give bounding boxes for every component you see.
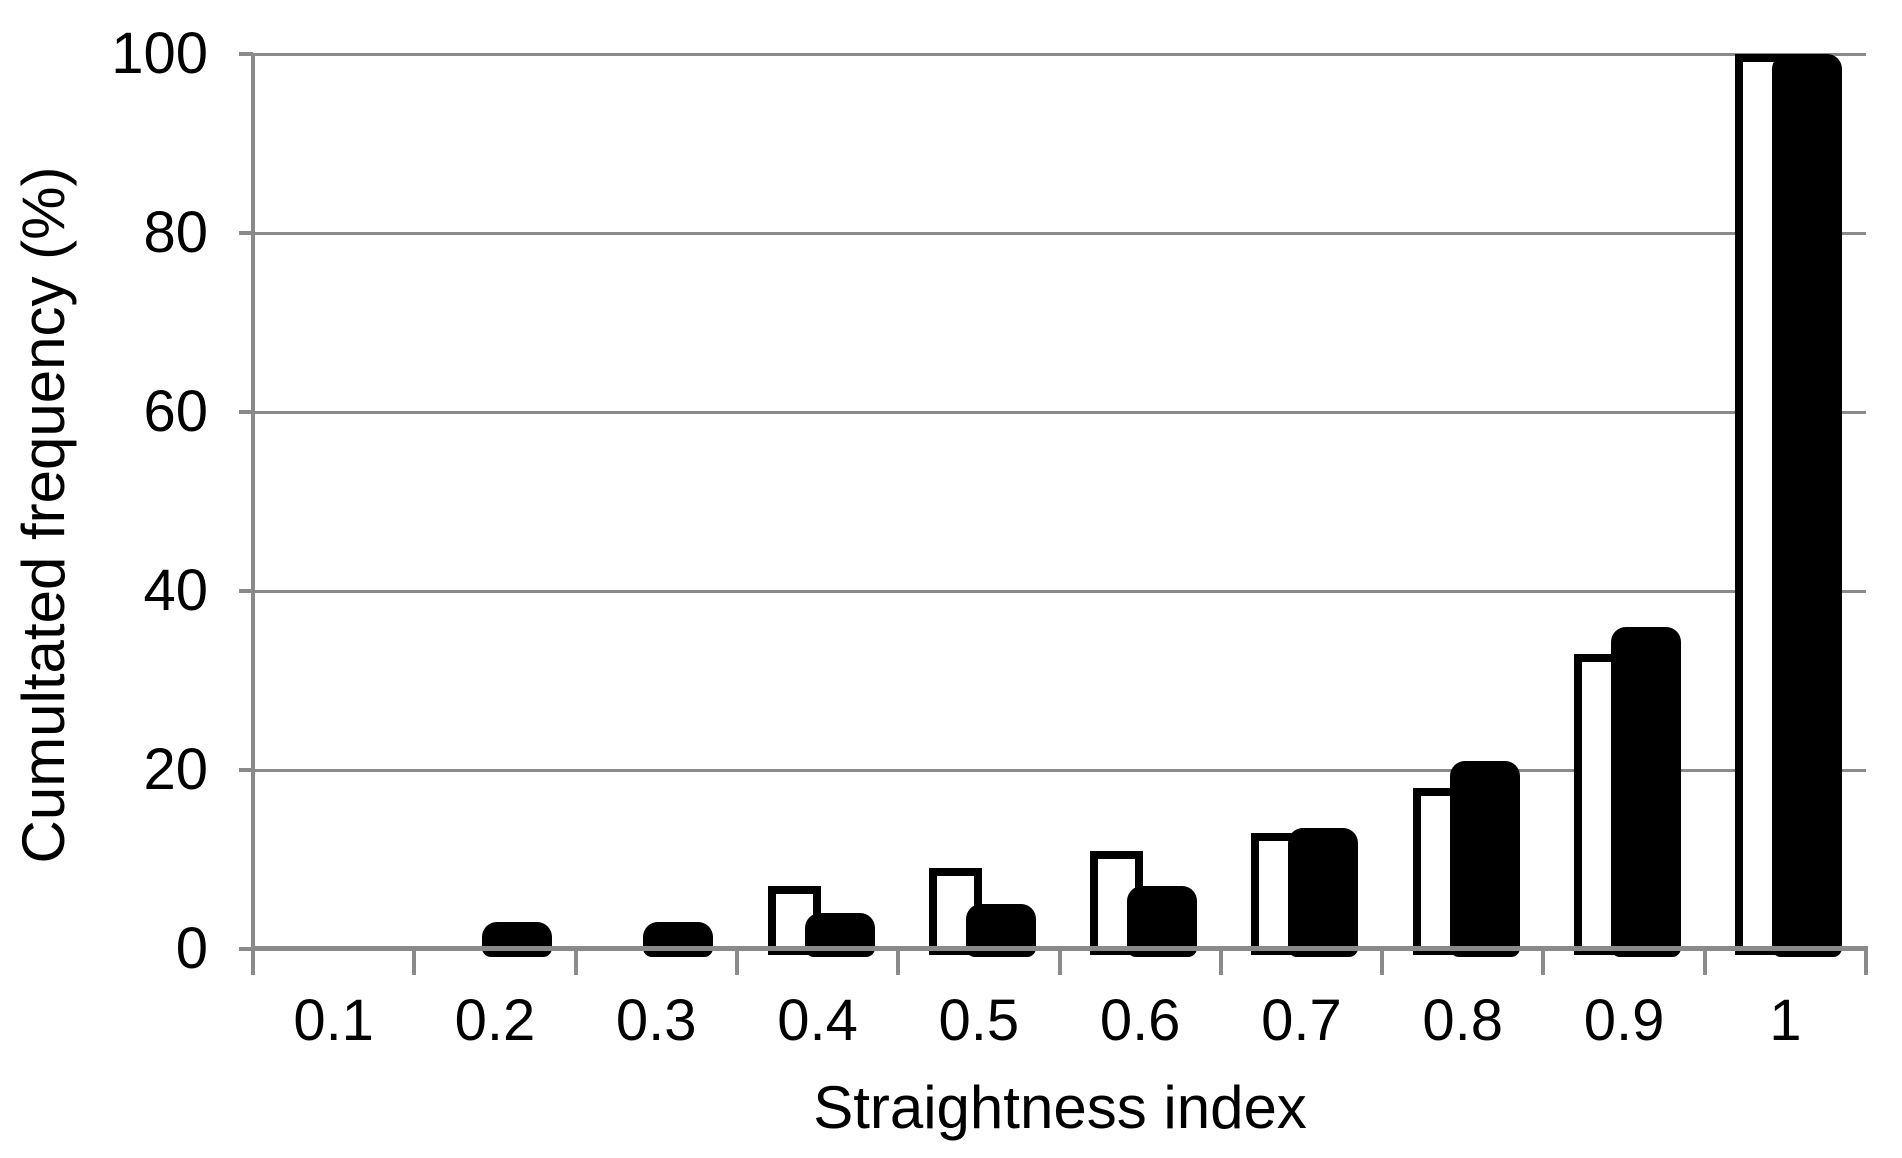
x-tick-label: 0.5 xyxy=(938,988,1020,1053)
y-tick-label: 80 xyxy=(143,200,208,265)
x-axis-tick xyxy=(1541,951,1546,975)
bar-black xyxy=(1127,886,1198,957)
x-tick-label: 0.3 xyxy=(615,988,697,1053)
y-gridline xyxy=(253,410,1866,414)
y-axis-tick xyxy=(239,589,253,593)
x-axis-tick xyxy=(896,951,901,975)
bar-black xyxy=(481,922,552,957)
y-axis-tick xyxy=(239,231,253,235)
y-gridline xyxy=(253,589,1866,593)
y-tick-label: 40 xyxy=(143,558,208,623)
x-axis-tick xyxy=(1702,951,1707,975)
y-axis-tick xyxy=(239,52,253,56)
x-tick-label: 0.4 xyxy=(777,988,858,1053)
bar-black xyxy=(1288,828,1359,957)
y-axis-line xyxy=(251,53,255,952)
y-axis-tick xyxy=(239,768,253,772)
bar-black xyxy=(1449,761,1520,957)
x-axis-tick xyxy=(573,951,578,975)
x-tick-label: 0.8 xyxy=(1422,988,1504,1053)
y-gridline xyxy=(253,52,1866,56)
x-axis-tick xyxy=(1057,951,1062,975)
x-tick-label: 0.1 xyxy=(293,988,374,1053)
x-tick-label: 0.2 xyxy=(454,988,536,1053)
x-tick-label: 0.6 xyxy=(1099,988,1181,1053)
x-axis-tick xyxy=(1864,951,1868,975)
bar-black xyxy=(1772,54,1843,957)
y-axis-tick xyxy=(239,947,253,951)
y-tick-label: 20 xyxy=(143,737,208,802)
bar-black xyxy=(643,922,714,957)
x-axis-tick xyxy=(734,951,739,975)
y-tick-label: 60 xyxy=(143,379,208,444)
y-axis-tick xyxy=(239,410,253,414)
x-axis-tick xyxy=(251,951,255,975)
x-tick-label: 1 xyxy=(1769,988,1802,1053)
y-tick-label: 100 xyxy=(111,21,208,86)
bar-black xyxy=(1611,626,1682,957)
x-axis-tick xyxy=(412,951,417,975)
y-gridline xyxy=(253,231,1866,235)
x-axis-title: Straightness index xyxy=(813,1074,1307,1141)
x-axis-tick xyxy=(1380,951,1385,975)
plot-area xyxy=(239,52,1868,975)
x-tick-label: 0.9 xyxy=(1583,988,1665,1053)
x-axis-tick xyxy=(1218,951,1223,975)
y-gridline xyxy=(253,768,1866,772)
x-tick-label: 0.7 xyxy=(1261,988,1342,1053)
x-axis-line xyxy=(251,946,1868,951)
y-tick-label: 0 xyxy=(175,916,208,981)
